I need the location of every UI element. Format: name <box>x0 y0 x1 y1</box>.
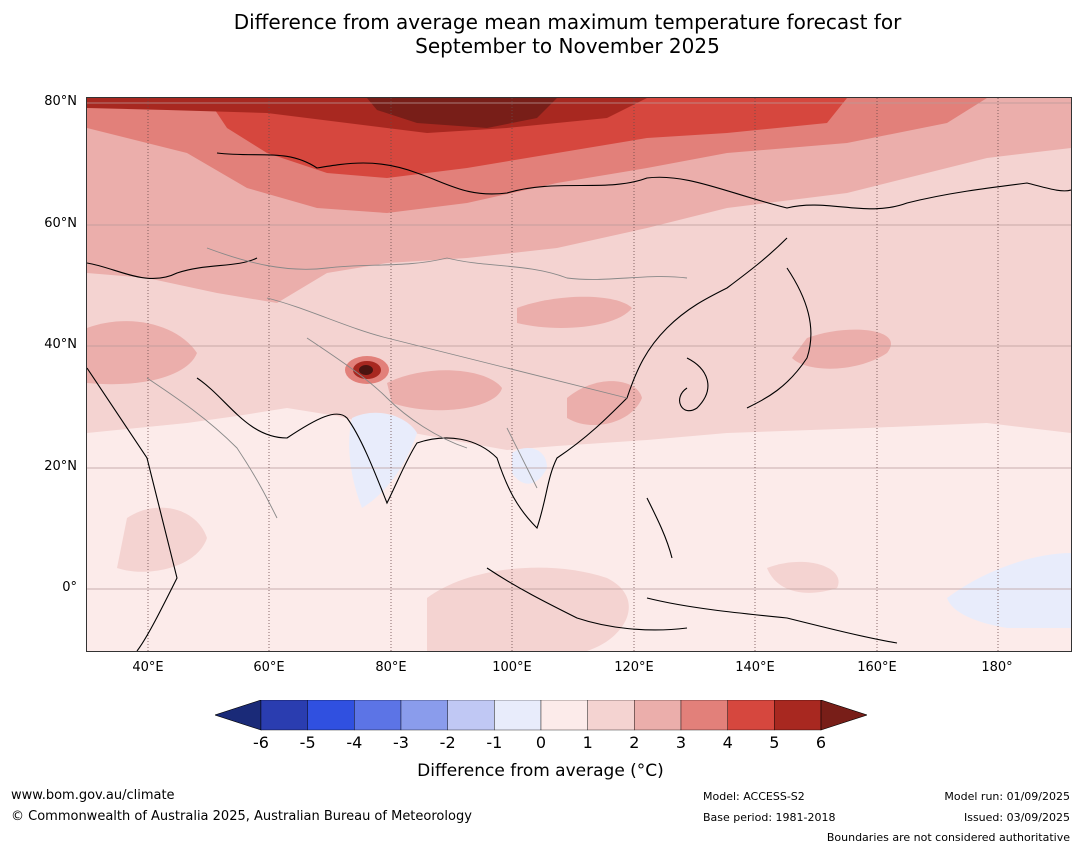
colorbar-tick-label: 1 <box>582 733 593 752</box>
colorbar-extend-high <box>820 699 868 731</box>
lat-label-60n: 60°N <box>44 216 77 231</box>
anomaly-band-2-3-china <box>567 381 642 426</box>
colorbar-swatch <box>587 699 635 731</box>
lat-label-40n: 40°N <box>44 337 77 352</box>
colorbar-tick-label: -2 <box>439 733 456 752</box>
footer-model: Model: ACCESS-S2 <box>703 790 805 803</box>
colorbar-tick-label: 0 <box>535 733 547 752</box>
lon-label-160e: 160°E <box>857 660 897 675</box>
colorbar-swatch <box>727 699 775 731</box>
colorbar <box>214 699 868 734</box>
lon-label-120e: 120°E <box>614 660 654 675</box>
forecast-map-svg <box>87 98 1071 651</box>
lat-label-80n: 80°N <box>44 94 77 109</box>
colorbar-title: Difference from average (°C) <box>417 761 664 781</box>
anomaly-band-2-3-pacific <box>792 329 891 369</box>
anomaly-band-2-3-mongolia <box>517 296 632 328</box>
lon-label-60e: 60°E <box>253 660 285 675</box>
colorbar-swatch <box>354 699 402 731</box>
map-title-line1: Difference from average mean maximum tem… <box>233 10 902 34</box>
colorbar-swatch <box>260 699 308 731</box>
colorbar-tick-label: -6 <box>253 733 269 752</box>
colorbar-swatch <box>494 699 542 731</box>
map-title-line2: September to November 2025 <box>415 34 720 58</box>
colorbar-tick-label: -1 <box>486 733 503 752</box>
anomaly-band-1-2-indonesia <box>427 567 629 651</box>
colorbar-tick-label: 4 <box>722 733 733 752</box>
coastlines <box>87 152 1071 651</box>
colorbar-tick-label: -5 <box>299 733 316 752</box>
latitude-gridlines <box>87 102 1071 590</box>
colorbar-swatch <box>540 699 588 731</box>
colorbar-swatch <box>634 699 682 731</box>
colorbar-tick-label: 2 <box>629 733 640 752</box>
colorbar-tick-label: -4 <box>346 733 363 752</box>
lon-label-100e: 100°E <box>492 660 532 675</box>
colorbar-tick-label: 3 <box>675 733 687 752</box>
lat-label-20n: 20°N <box>44 459 77 474</box>
lon-label-80e: 80°E <box>375 660 407 675</box>
anomaly-band-2-3-westasia <box>87 321 197 385</box>
anomaly-band-cool-pacific <box>947 553 1071 628</box>
footer-copyright: © Commonwealth of Australia 2025, Austra… <box>11 809 472 824</box>
anomaly-band-above-6 <box>367 98 557 128</box>
anomaly-band-1-2-africa <box>117 507 207 572</box>
colorbar-swatch <box>680 699 728 731</box>
footer-disclaimer: Boundaries are not considered authoritat… <box>826 831 1070 844</box>
lon-label-140e: 140°E <box>735 660 775 675</box>
longitude-gridlines <box>147 98 999 651</box>
colorbar-tick-label: -3 <box>393 733 409 752</box>
lat-label-0: 0° <box>62 580 77 595</box>
lon-label-180: 180° <box>981 660 1013 675</box>
footer-model-run: Model run: 01/09/2025 <box>944 790 1070 803</box>
footer-issued: Issued: 03/09/2025 <box>963 811 1070 824</box>
forecast-map <box>86 97 1072 652</box>
lon-label-40e: 40°E <box>132 660 164 675</box>
colorbar-swatch <box>400 699 448 731</box>
country-borders <box>146 247 688 519</box>
colorbar-tick-label: 6 <box>815 733 827 752</box>
colorbar-swatch <box>774 699 822 731</box>
colorbar-tick-label: 5 <box>769 733 780 752</box>
footer-website[interactable]: www.bom.gov.au/climate <box>11 788 175 803</box>
colorbar-swatch <box>307 699 355 731</box>
anomaly-band-cool-indochina <box>512 448 547 484</box>
anomaly-band-1-2-pacific <box>767 561 839 593</box>
colorbar-extend-low <box>214 699 262 731</box>
colorbar-svg <box>214 699 868 731</box>
hotspot-core <box>359 365 373 375</box>
anomaly-band-cool-india <box>349 412 417 508</box>
anomaly-band-2-3-tibet <box>387 370 502 411</box>
map-title: Difference from average mean maximum tem… <box>0 10 1081 58</box>
colorbar-swatch <box>447 699 495 731</box>
footer-base-period: Base period: 1981-2018 <box>703 811 836 824</box>
